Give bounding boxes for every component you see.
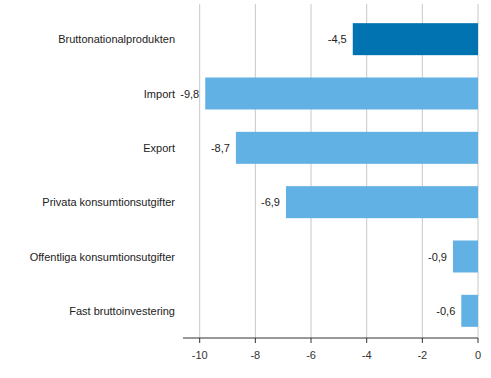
data-label: -9,8 [180, 88, 199, 100]
data-label: -8,7 [211, 142, 230, 154]
tick-label: -10 [192, 349, 208, 361]
data-label: -6,9 [261, 196, 280, 208]
bar [453, 241, 478, 273]
category-label: Import [144, 88, 175, 100]
tick-mark [199, 338, 200, 343]
category-label: Privata konsumtionsutgifter [42, 196, 175, 208]
tick-mark [311, 338, 312, 343]
bar [205, 78, 478, 110]
grid-line [255, 4, 256, 338]
data-label: -0,6 [436, 305, 455, 317]
bar [286, 186, 478, 218]
bar [461, 295, 478, 327]
chart: -10 -8 -6 -4 -2 0 Bruttonationalprodukten -4,5 I… [0, 0, 491, 378]
category-label: Fast bruttoinvestering [69, 305, 175, 317]
data-label: -0,9 [428, 251, 447, 263]
tick-label: -8 [250, 349, 260, 361]
tick-mark [422, 338, 423, 343]
tick-mark [255, 338, 256, 343]
category-label: Offentliga konsumtionsutgifter [30, 251, 176, 263]
tick-label: -6 [306, 349, 316, 361]
labels: Bruttonationalprodukten -4,5 Import -9,8 Exp… [30, 33, 456, 317]
bar [236, 132, 478, 164]
grid-line [199, 4, 200, 338]
bars [205, 23, 478, 327]
tick-mark [366, 338, 367, 343]
tick-label: -4 [362, 349, 372, 361]
data-label: -4,5 [328, 33, 347, 45]
grid-line [311, 4, 312, 338]
category-label: Bruttonationalprodukten [58, 33, 175, 45]
tick-label: 0 [475, 349, 481, 361]
x-axis [183, 338, 478, 339]
category-label: Export [143, 142, 175, 154]
tick-mark [478, 338, 479, 343]
tick-label: -2 [417, 349, 427, 361]
bar [353, 23, 478, 55]
